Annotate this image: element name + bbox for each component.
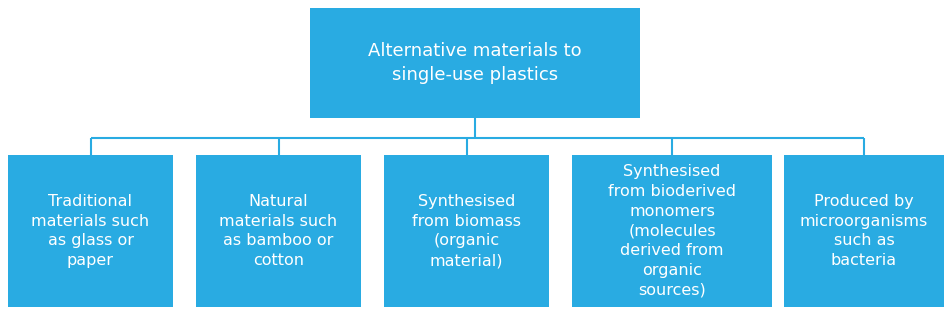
Text: Produced by
microorganisms
such as
bacteria: Produced by microorganisms such as bacte…	[800, 194, 928, 268]
Text: Synthesised
from bioderived
monomers
(molecules
derived from
organic
sources): Synthesised from bioderived monomers (mo…	[608, 164, 736, 298]
FancyBboxPatch shape	[784, 155, 944, 307]
Text: Natural
materials such
as bamboo or
cotton: Natural materials such as bamboo or cott…	[220, 194, 338, 268]
Text: Traditional
materials such
as glass or
paper: Traditional materials such as glass or p…	[31, 194, 149, 268]
FancyBboxPatch shape	[572, 155, 772, 307]
Text: Synthesised
from biomass
(organic
material): Synthesised from biomass (organic materi…	[412, 194, 521, 268]
FancyBboxPatch shape	[196, 155, 361, 307]
FancyBboxPatch shape	[384, 155, 549, 307]
FancyBboxPatch shape	[8, 155, 173, 307]
FancyBboxPatch shape	[310, 8, 640, 118]
Text: Alternative materials to
single-use plastics: Alternative materials to single-use plas…	[368, 42, 582, 84]
